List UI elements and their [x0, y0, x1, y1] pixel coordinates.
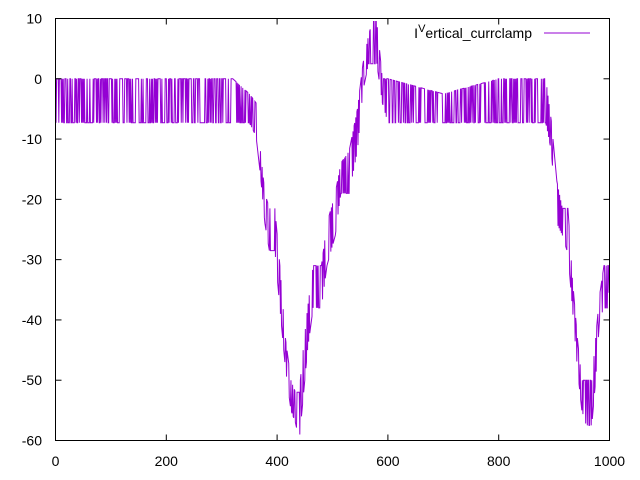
x-tick-label: 400 [265, 453, 289, 469]
y-tick-label: -50 [22, 372, 42, 388]
series-line [55, 21, 610, 435]
y-tick-label: -30 [22, 252, 42, 268]
x-tick-label: 1000 [594, 453, 625, 469]
tick-layer [55, 18, 610, 441]
y-tick-label: -10 [22, 131, 42, 147]
legend: IVertical_currclamp [414, 23, 590, 41]
y-tick-label: -20 [22, 191, 42, 207]
legend-label-superscript: V [418, 23, 426, 35]
legend-label-main: I [414, 25, 418, 41]
legend-label-rest: ertical_currclamp [425, 25, 532, 41]
y-tick-label: 0 [34, 71, 42, 87]
legend-label: IVertical_currclamp [414, 23, 532, 41]
tick-label-layer: 0 200 400 600 800 1000 10 0 -10 -20 -30 -40 -50 -60 [22, 11, 626, 470]
x-tick-label: 800 [487, 453, 511, 469]
y-tick-label: -40 [22, 312, 42, 328]
x-tick-label: 0 [52, 453, 60, 469]
plot-frame [55, 18, 610, 441]
x-tick-label: 200 [155, 453, 179, 469]
x-tick-label: 600 [376, 453, 400, 469]
y-tick-label: -60 [22, 433, 42, 449]
series-layer [55, 21, 610, 435]
y-tick-label: 10 [26, 11, 42, 27]
